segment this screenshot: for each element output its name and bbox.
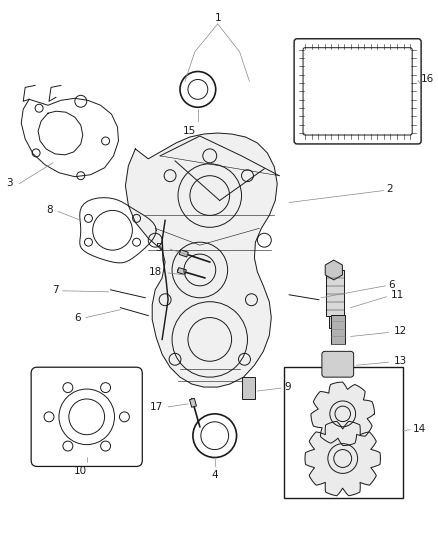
- Text: 16: 16: [421, 75, 434, 84]
- Text: 14: 14: [413, 424, 427, 434]
- Text: 6: 6: [74, 312, 81, 322]
- Text: 3: 3: [6, 177, 13, 188]
- Text: 7: 7: [52, 285, 59, 295]
- Text: 11: 11: [390, 290, 403, 300]
- Text: 5: 5: [155, 243, 162, 253]
- Text: 8: 8: [46, 205, 53, 215]
- Bar: [331, 314, 345, 344]
- Text: 2: 2: [386, 183, 393, 193]
- Polygon shape: [177, 268, 186, 274]
- Text: 4: 4: [212, 471, 218, 480]
- Text: 18: 18: [149, 267, 162, 277]
- FancyBboxPatch shape: [322, 351, 353, 377]
- Polygon shape: [190, 398, 197, 407]
- Polygon shape: [325, 260, 343, 280]
- Polygon shape: [311, 382, 374, 446]
- Bar: [284, 367, 403, 498]
- Text: 1: 1: [214, 13, 221, 23]
- Text: 6: 6: [389, 280, 395, 290]
- Text: 12: 12: [393, 327, 406, 336]
- Text: 15: 15: [183, 126, 197, 136]
- Bar: [241, 377, 255, 399]
- Text: 9: 9: [284, 382, 291, 392]
- Bar: [329, 316, 341, 327]
- Text: 17: 17: [150, 402, 163, 412]
- Polygon shape: [179, 250, 188, 257]
- Polygon shape: [125, 133, 277, 387]
- Text: 13: 13: [393, 356, 406, 366]
- Text: 10: 10: [74, 466, 87, 477]
- Bar: [326, 270, 344, 316]
- Polygon shape: [305, 421, 381, 496]
